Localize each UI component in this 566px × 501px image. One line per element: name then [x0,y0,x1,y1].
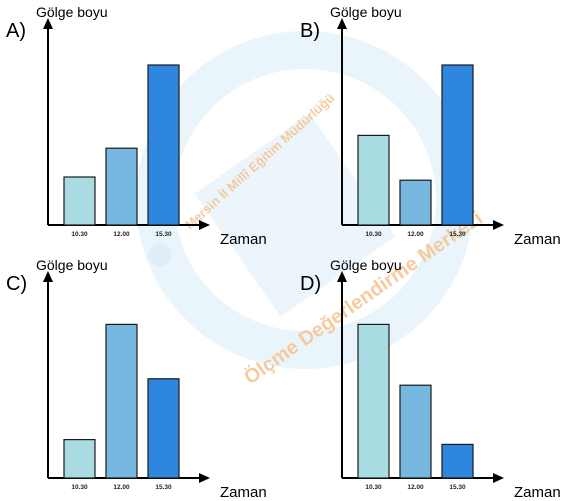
y-axis-label: Gölge boyu [330,257,402,273]
x-tick-label: 10.30 [365,231,382,238]
bar-15-30 [147,64,180,226]
y-axis-label: Gölge boyu [36,257,108,273]
y-axis-label: Gölge boyu [330,4,402,20]
x-tick-label: 12.00 [407,484,424,491]
bar-12-00 [105,147,138,226]
x-axis-label: Zaman [514,231,561,248]
x-tick-label: 12.00 [113,484,130,491]
x-tick-label: 15.30 [155,231,172,238]
chart-panel: A) Gölge boyu Zaman 10.30 12.00 15.30 [6,4,267,248]
option-label: B) [300,20,320,42]
x-axis-label: Zaman [220,484,267,501]
x-axis-arrow [199,220,210,230]
chart-panel: D) Gölge boyu Zaman 10.30 12.00 15.30 [300,257,561,501]
x-axis-arrow [493,220,504,230]
x-tick-label: 10.30 [71,484,88,491]
bar-10-30 [357,134,390,226]
x-axis-label: Zaman [220,231,267,248]
y-axis-arrow [337,18,347,29]
bar-15-30 [147,378,180,479]
x-tick-label: 10.30 [365,484,382,491]
y-axis-arrow [337,271,347,282]
x-tick-label: 12.00 [113,231,130,238]
x-tick-label: 15.30 [449,484,466,491]
bar-10-30 [63,439,96,479]
option-label: D) [300,273,321,295]
x-tick-label: 12.00 [407,231,424,238]
x-tick-label: 10.30 [71,231,88,238]
y-axis-label: Gölge boyu [36,4,108,20]
option-label: C) [6,273,27,295]
bar-12-00 [399,179,432,226]
chart-panel: C) Gölge boyu Zaman 10.30 12.00 15.30 [6,257,267,501]
bar-15-30 [441,64,474,226]
bar-12-00 [105,323,138,479]
x-axis-arrow [199,473,210,483]
y-axis-arrow [43,271,53,282]
y-axis-arrow [43,18,53,29]
bar-10-30 [357,323,390,479]
x-tick-label: 15.30 [449,231,466,238]
bar-12-00 [399,384,432,479]
option-label: A) [6,20,26,42]
x-axis-label: Zaman [514,484,561,501]
bar-10-30 [63,176,96,226]
x-axis-arrow [493,473,504,483]
x-tick-label: 15.30 [155,484,172,491]
bar-15-30 [441,443,474,479]
chart-panel: B) Gölge boyu Zaman 10.30 12.00 15.30 [300,4,561,248]
